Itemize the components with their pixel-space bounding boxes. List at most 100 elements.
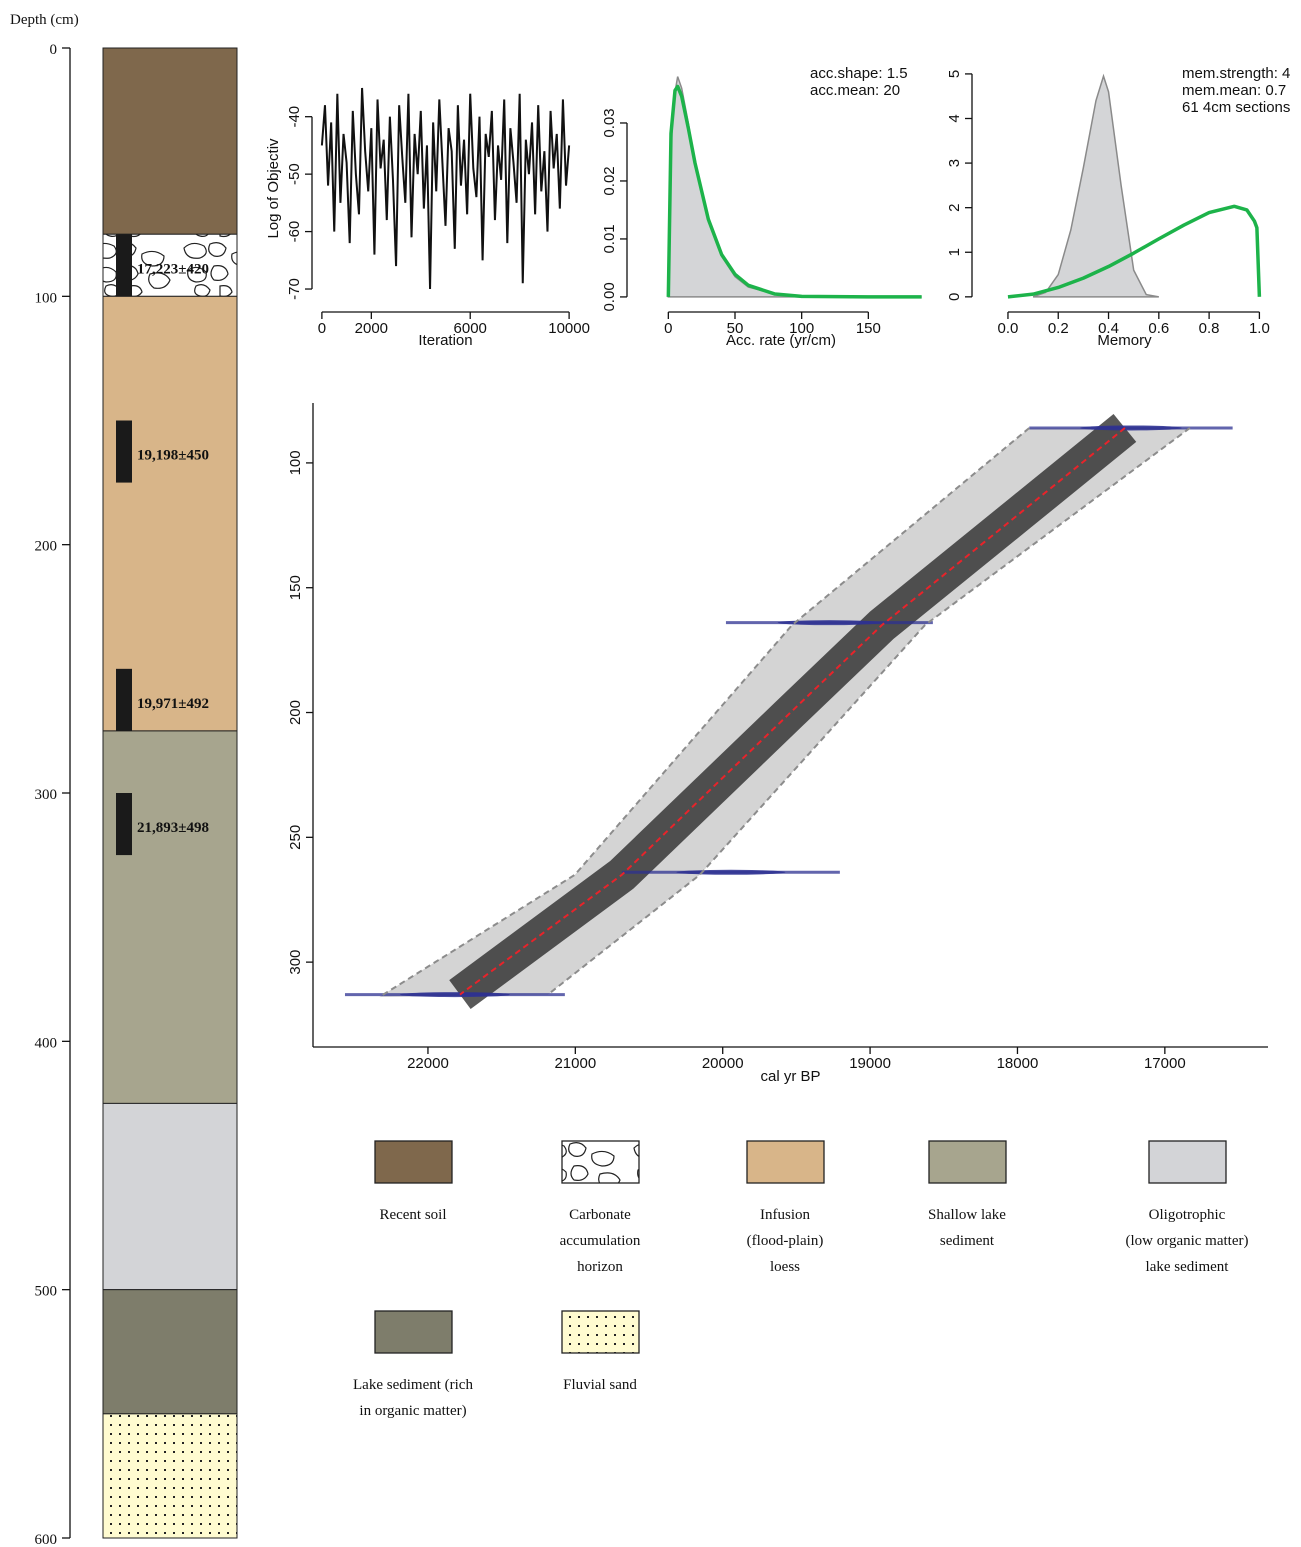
sample-bar (116, 420, 132, 483)
legend-label: Infusion (760, 1207, 810, 1223)
x-tick-label: 2000 (355, 320, 388, 337)
sample-label: 17,223±420 (137, 261, 209, 277)
x-tick-label: 21000 (554, 1055, 596, 1072)
prior-line (666, 84, 922, 299)
depth-tick-label: 100 (35, 290, 58, 306)
depth-tick-label: 600 (35, 1532, 58, 1547)
legend-label: loess (770, 1259, 800, 1275)
legend-label: in organic matter) (359, 1403, 466, 1419)
layer (102, 295, 238, 732)
legend-label: Fluvial sand (563, 1377, 637, 1393)
legend-swatch (928, 1140, 1007, 1184)
layer (102, 730, 238, 1104)
x-tick-label: 150 (856, 320, 881, 337)
legend-swatch (561, 1140, 640, 1184)
legend-label: sediment (940, 1233, 995, 1249)
depth-tick-label: 400 (35, 1035, 58, 1051)
legend-label: Shallow lake (928, 1207, 1006, 1223)
x-tick-label: 6000 (454, 320, 487, 337)
legend-label: Recent soil (379, 1207, 446, 1223)
prior-line (1007, 204, 1262, 299)
y-tick-label: 4 (946, 114, 963, 122)
x-tick-label: 19000 (849, 1055, 891, 1072)
legend-swatch (374, 1140, 453, 1184)
y-tick-label: -50 (286, 163, 303, 185)
layer (102, 1102, 238, 1291)
date-peak (399, 992, 510, 998)
x-axis-label: cal yr BP (760, 1068, 820, 1085)
y-tick-label: 3 (946, 159, 963, 167)
x-axis-label: Iteration (418, 332, 472, 349)
x-tick-label: 50 (727, 320, 744, 337)
sample-bar (116, 234, 132, 297)
legend-label: Oligotrophic (1149, 1207, 1226, 1223)
depth-tick-label: 200 (35, 539, 58, 555)
depth-tick-label: 0 (50, 42, 58, 58)
y-tick-label: 0.02 (601, 166, 618, 195)
y-tick-label: 0 (946, 293, 963, 301)
legend-label: (flood-plain) (747, 1233, 824, 1249)
y-tick-label: 200 (287, 700, 304, 725)
annotation: acc.mean: 20 (810, 82, 900, 99)
y-tick-label: 1 (946, 248, 963, 256)
legend-swatch (374, 1310, 453, 1354)
layer (102, 47, 238, 235)
legend-label: Carbonate (569, 1207, 631, 1223)
legend-label: horizon (577, 1259, 623, 1275)
legend-swatch (746, 1140, 825, 1184)
posterior-area (1032, 73, 1159, 298)
x-tick-label: 0.6 (1148, 320, 1169, 337)
density-core (449, 413, 1137, 1010)
x-tick-label: 100 (789, 320, 814, 337)
y-tick-label: 100 (287, 450, 304, 475)
y-tick-label: -60 (286, 221, 303, 243)
x-tick-label: 0.0 (998, 320, 1019, 337)
x-tick-label: 20000 (702, 1055, 744, 1072)
x-tick-label: 10000 (548, 320, 590, 337)
x-tick-label: 1.0 (1249, 320, 1270, 337)
range-line (547, 427, 1191, 996)
legend-label: accumulation (560, 1233, 641, 1249)
x-tick-label: 0 (318, 320, 326, 337)
layer (102, 1289, 238, 1415)
sample-bar (116, 793, 132, 856)
annotation: acc.shape: 1.5 (810, 65, 908, 82)
y-tick-label: 0.03 (601, 108, 618, 137)
x-tick-label: 18000 (997, 1055, 1039, 1072)
layer (102, 1413, 238, 1539)
y-tick-label: -40 (286, 106, 303, 128)
annotation: mem.mean: 0.7 (1182, 82, 1286, 99)
y-tick-label: 0.00 (601, 282, 618, 311)
x-tick-label: 0.2 (1048, 320, 1069, 337)
sample-bar (116, 668, 132, 731)
x-tick-label: 0.4 (1098, 320, 1119, 337)
y-tick-label: 2 (946, 203, 963, 211)
legend-swatch (1148, 1140, 1227, 1184)
legend-label: lake sediment (1146, 1259, 1230, 1275)
legend-label: Lake sediment (rich (353, 1377, 473, 1393)
mean-line (459, 427, 1126, 996)
sample-label: 21,893±498 (137, 820, 209, 836)
sample-label: 19,971±492 (137, 696, 209, 712)
y-tick-label: -70 (286, 278, 303, 300)
y-tick-label: 150 (287, 575, 304, 600)
y-tick-label: 5 (946, 70, 963, 78)
date-peak (777, 620, 882, 626)
legend-label: (low organic matter) (1125, 1233, 1248, 1249)
date-peak (676, 869, 786, 875)
legend-swatch (561, 1310, 640, 1354)
y-tick-label: 300 (287, 950, 304, 975)
y-tick-label: 0.01 (601, 224, 618, 253)
axis-label: Depth (cm) (10, 12, 79, 28)
x-axis-label: Memory (1097, 332, 1152, 349)
range-line (378, 427, 1030, 998)
annotation: mem.strength: 4 (1182, 65, 1290, 82)
depth-tick-label: 300 (35, 787, 58, 803)
x-axis-label: Acc. rate (yr/cm) (726, 332, 836, 349)
x-tick-label: 0.8 (1199, 320, 1220, 337)
date-peak (1080, 425, 1182, 431)
posterior-area (667, 76, 922, 298)
x-tick-label: 0 (664, 320, 672, 337)
y-tick-label: 250 (287, 825, 304, 850)
trace (320, 87, 571, 290)
